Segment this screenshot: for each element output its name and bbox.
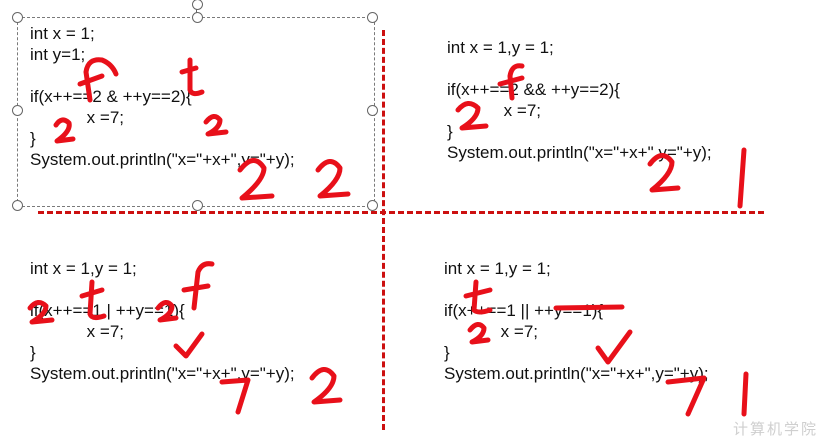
code-line: } — [30, 343, 36, 362]
code-text-q4[interactable]: int x = 1,y = 1; if(x++==1 || ++y==1){ x… — [444, 258, 709, 384]
code-line: int x = 1; — [30, 24, 95, 43]
resize-handle-top-left[interactable] — [12, 12, 23, 23]
code-line: x =7; — [447, 101, 542, 120]
code-line: if(x++==1 | ++y==1){ — [30, 301, 185, 320]
watermark: 计算机学院 — [732, 420, 818, 438]
code-line: int x = 1,y = 1; — [30, 259, 137, 278]
code-line: } — [30, 129, 36, 148]
vertical-divider — [382, 30, 385, 430]
resize-handle-left[interactable] — [12, 105, 23, 116]
code-line: System.out.println("x="+x+",y="+y); — [30, 364, 295, 383]
code-line — [30, 279, 295, 300]
selection-frame[interactable] — [17, 17, 375, 207]
ink-digit-1 — [741, 371, 749, 417]
code-line: int y=1; — [30, 45, 86, 64]
code-text-q3[interactable]: int x = 1,y = 1; if(x++==1 | ++y==1){ x … — [30, 258, 295, 384]
resize-handle-right[interactable] — [367, 105, 378, 116]
code-line: System.out.println("x="+x+",y="+y); — [30, 150, 295, 169]
rotation-handle[interactable] — [192, 0, 203, 10]
resize-handle-top-right[interactable] — [367, 12, 378, 23]
code-line: x =7; — [30, 108, 125, 127]
code-line — [444, 279, 709, 300]
horizontal-divider — [38, 211, 764, 214]
code-line: x =7; — [444, 322, 539, 341]
code-line — [447, 58, 712, 79]
code-line: int x = 1,y = 1; — [447, 38, 554, 57]
ink-digit-7 — [219, 377, 251, 415]
code-line: System.out.println("x="+x+",y="+y); — [447, 143, 712, 162]
ink-digit-2 — [309, 367, 343, 405]
resize-handle-bottom[interactable] — [192, 200, 203, 211]
resize-handle-bottom-left[interactable] — [12, 200, 23, 211]
ink-digit-1 — [737, 147, 747, 209]
code-line: x =7; — [30, 322, 125, 341]
code-line: if(x++==1 || ++y==1){ — [444, 301, 604, 320]
code-text-q1[interactable]: int x = 1; int y=1; if(x++==2 & ++y==2){ … — [30, 23, 295, 170]
resize-handle-top[interactable] — [192, 12, 203, 23]
resize-handle-bottom-right[interactable] — [367, 200, 378, 211]
code-line: if(x++==2 && ++y==2){ — [447, 80, 620, 99]
code-text-q2[interactable]: int x = 1,y = 1; if(x++==2 && ++y==2){ x… — [447, 37, 712, 163]
code-line: } — [444, 343, 450, 362]
code-line: } — [447, 122, 453, 141]
code-line: int x = 1,y = 1; — [444, 259, 551, 278]
code-line: System.out.println("x="+x+",y="+y); — [444, 364, 709, 383]
